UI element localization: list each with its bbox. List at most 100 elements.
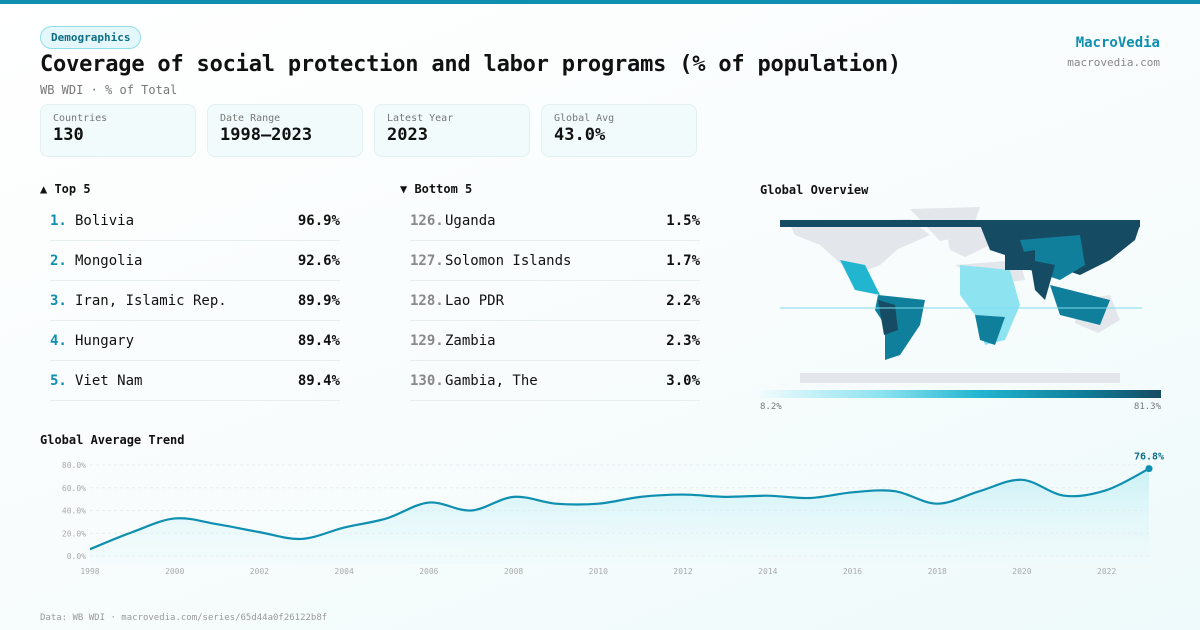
country-name: Uganda	[445, 212, 496, 229]
map-color-legend	[760, 390, 1161, 398]
x-tick-label: 2002	[250, 567, 269, 576]
country-value: 92.6%	[297, 252, 340, 269]
y-tick-label: 40.0%	[62, 507, 86, 516]
stat-label: Date Range	[220, 113, 281, 124]
top-accent-bar	[0, 0, 1200, 4]
stat-value: 130	[53, 125, 84, 145]
map-southeast-asia	[1050, 285, 1110, 325]
rank: 128.	[410, 292, 444, 309]
rank: 1.	[50, 212, 67, 229]
trend-chart: 0.0% 20.0% 40.0% 60.0% 80.0% 1998 2000 2002 2004…	[62, 452, 1164, 576]
x-tick-label: 2014	[758, 567, 777, 576]
map-central-america	[840, 260, 880, 295]
map-europe-west	[945, 221, 990, 257]
list-item[interactable]: 130. Gambia, The 3.0%	[410, 361, 700, 401]
stat-label: Global Avg	[554, 113, 615, 124]
legend-min: 8.2%	[760, 402, 782, 412]
brand-logo[interactable]: MacroVedia	[1075, 35, 1160, 51]
country-name: Iran, Islamic Rep.	[75, 292, 227, 309]
country-name: Gambia, The	[445, 372, 538, 389]
category-badge[interactable]: Demographics	[40, 26, 142, 49]
country-value: 3.0%	[666, 372, 700, 389]
list-item[interactable]: 2. Mongolia 92.6%	[50, 241, 340, 281]
rank: 130.	[410, 372, 444, 389]
country-value: 89.4%	[297, 332, 340, 349]
legend-max: 81.3%	[1133, 402, 1161, 412]
list-item[interactable]: 1. Bolivia 96.9%	[50, 201, 340, 241]
y-tick-label: 60.0%	[62, 484, 86, 493]
stat-value: 2023	[387, 125, 428, 145]
rank: 3.	[50, 292, 67, 309]
y-tick-label: 20.0%	[62, 529, 86, 538]
list-item[interactable]: 127. Solomon Islands 1.7%	[410, 241, 700, 281]
map-india	[1030, 260, 1055, 300]
bottom5-heading: ▼ Bottom 5	[400, 182, 473, 196]
y-tick-label: 80.0%	[62, 461, 86, 470]
map-north-america	[790, 219, 930, 273]
x-tick-label: 2022	[1097, 567, 1116, 576]
country-name: Hungary	[75, 332, 135, 349]
stat-label: Countries	[53, 113, 108, 124]
stat-value: 1998–2023	[220, 125, 313, 145]
trend-heading: Global Average Trend	[40, 433, 185, 447]
x-tick-label: 2016	[843, 567, 862, 576]
country-name: Zambia	[445, 332, 496, 349]
country-name: Lao PDR	[445, 292, 505, 309]
country-name: Mongolia	[75, 252, 143, 269]
stat-card-global-avg: Global Avg 43.0%	[541, 104, 697, 157]
country-value: 89.4%	[297, 372, 340, 389]
list-item[interactable]: 126. Uganda 1.5%	[410, 201, 700, 241]
rank: 4.	[50, 332, 67, 349]
map-egypt-iran	[1005, 250, 1035, 270]
country-value: 96.9%	[297, 212, 340, 229]
x-tick-label: 2010	[589, 567, 608, 576]
rank: 5.	[50, 372, 67, 389]
world-map[interactable]	[780, 205, 1142, 383]
list-item[interactable]: 4. Hungary 89.4%	[50, 321, 340, 361]
country-value: 1.5%	[666, 212, 700, 229]
x-tick-label: 2012	[673, 567, 692, 576]
rank: 126.	[410, 212, 444, 229]
x-tick-label: 2000	[165, 567, 184, 576]
country-value: 89.9%	[297, 292, 340, 309]
last-value-label: 76.8%	[1134, 452, 1164, 463]
map-africa	[960, 265, 1020, 345]
map-arctic-band	[780, 220, 1140, 227]
rank: 129.	[410, 332, 444, 349]
list-item[interactable]: 129. Zambia 2.3%	[410, 321, 700, 361]
y-tick-label: 0.0%	[67, 552, 86, 561]
brand-url[interactable]: macrovedia.com	[1067, 56, 1160, 69]
x-tick-label: 2008	[504, 567, 523, 576]
x-tick-label: 2020	[1012, 567, 1031, 576]
rank: 127.	[410, 252, 444, 269]
page-title: Coverage of social protection and labor …	[40, 52, 901, 77]
country-name: Viet Nam	[75, 372, 143, 389]
trend-area	[90, 468, 1149, 564]
country-value: 2.3%	[666, 332, 700, 349]
x-tick-label: 2018	[928, 567, 947, 576]
map-antarctica	[800, 373, 1120, 383]
stat-card-latest-year: Latest Year 2023	[374, 104, 530, 157]
map-andes	[878, 300, 898, 335]
x-tick-label: 2006	[419, 567, 438, 576]
x-tick-label: 1998	[80, 567, 99, 576]
list-item[interactable]: 5. Viet Nam 89.4%	[50, 361, 340, 401]
country-value: 1.7%	[666, 252, 700, 269]
x-tick-label: 2004	[335, 567, 354, 576]
list-item[interactable]: 3. Iran, Islamic Rep. 89.9%	[50, 281, 340, 321]
map-south-africa	[975, 315, 1005, 345]
map-heading: Global Overview	[760, 183, 869, 197]
country-name: Solomon Islands	[445, 252, 572, 269]
rank: 2.	[50, 252, 67, 269]
list-item[interactable]: 128. Lao PDR 2.2%	[410, 281, 700, 321]
stat-card-date-range: Date Range 1998–2023	[207, 104, 363, 157]
stat-label: Latest Year	[387, 113, 454, 124]
country-value: 2.2%	[666, 292, 700, 309]
footer-source: Data: WB WDI · macrovedia.com/series/65d…	[40, 613, 328, 623]
trend-line	[89, 467, 1150, 551]
country-name: Bolivia	[75, 212, 135, 229]
stat-card-countries: Countries 130	[40, 104, 196, 157]
data-point	[1145, 465, 1153, 473]
page-subtitle: WB WDI · % of Total	[40, 83, 178, 97]
top5-heading: ▲ Top 5	[40, 182, 91, 196]
